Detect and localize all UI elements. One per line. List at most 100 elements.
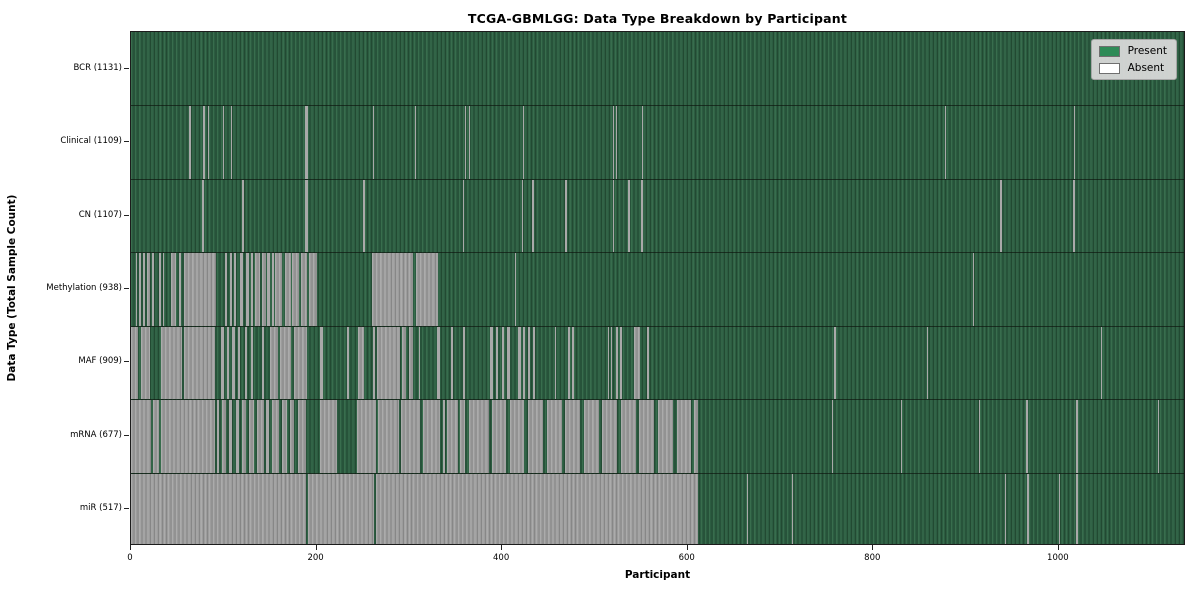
absent-stripe <box>267 253 271 326</box>
absent-stripe <box>979 400 981 473</box>
absent-stripe <box>240 253 244 326</box>
absent-stripe <box>242 400 247 473</box>
absent-stripe <box>409 326 414 400</box>
absent-stripe <box>203 106 205 179</box>
absent-stripe <box>146 253 151 326</box>
y-tick-label-Methylation: Methylation (938) <box>46 283 122 293</box>
absent-stripe <box>401 326 406 400</box>
absent-stripe <box>616 326 619 400</box>
x-tick-label: 1000 <box>1047 553 1069 563</box>
absent-stripe <box>221 326 224 400</box>
absent-stripe <box>280 326 291 400</box>
absent-stripe <box>375 473 698 544</box>
absent-stripe <box>658 400 673 473</box>
absent-stripe <box>298 400 307 473</box>
absent-stripe <box>235 400 239 473</box>
absent-stripe <box>791 473 793 544</box>
absent-stripe <box>602 400 618 473</box>
absent-stripe <box>972 253 974 326</box>
absent-stripe <box>641 179 644 253</box>
absent-stripe <box>282 400 287 473</box>
absent-stripe <box>358 326 364 400</box>
absent-stripe <box>224 253 228 326</box>
absent-stripe <box>183 253 217 326</box>
row-bar-Clinical <box>131 105 1184 179</box>
x-tick-mark <box>1057 545 1059 550</box>
absent-stripe <box>257 400 264 473</box>
row-bar-Methylation <box>131 252 1184 326</box>
legend-swatch-icon <box>1098 45 1120 57</box>
absent-stripe <box>292 253 299 326</box>
absent-stripe <box>460 400 466 473</box>
absent-stripe <box>232 326 235 400</box>
absent-stripe <box>285 253 291 326</box>
absent-stripe <box>676 400 692 473</box>
x-tick-label: 800 <box>864 553 881 563</box>
absent-stripe <box>437 326 440 400</box>
row-bar-MAF <box>131 325 1184 400</box>
absent-stripe <box>522 326 526 400</box>
row-bar-mRNA <box>131 399 1184 473</box>
absent-stripe <box>1100 326 1102 400</box>
absent-stripe <box>522 106 524 179</box>
absent-stripe <box>373 106 375 179</box>
absent-stripe <box>143 253 145 326</box>
absent-stripe <box>517 326 521 400</box>
x-tick-mark <box>501 545 503 550</box>
absent-stripe <box>153 400 159 473</box>
y-tick-mark <box>124 214 129 216</box>
absent-stripe <box>834 326 837 400</box>
absent-stripe <box>362 179 365 253</box>
absent-stripe <box>628 179 631 253</box>
absent-stripe <box>414 106 417 179</box>
absent-stripe <box>612 106 614 179</box>
absent-stripe <box>183 326 216 400</box>
absent-stripe <box>565 179 568 253</box>
absent-stripe <box>248 400 255 473</box>
absent-stripe <box>226 326 230 400</box>
absent-stripe <box>607 326 610 400</box>
absent-stripe <box>208 106 210 179</box>
absent-stripe <box>646 326 649 400</box>
absent-stripe <box>289 400 295 473</box>
x-tick-label: 0 <box>127 553 133 563</box>
absent-stripe <box>162 253 165 326</box>
absent-stripe <box>451 326 453 400</box>
absent-stripe <box>532 326 535 400</box>
absent-stripe <box>468 106 470 179</box>
absent-stripe <box>1072 179 1075 253</box>
absent-stripe <box>221 400 226 473</box>
absent-stripe <box>747 473 749 544</box>
absent-stripe <box>179 253 182 326</box>
absent-stripe <box>272 253 274 326</box>
absent-stripe <box>270 326 278 400</box>
absent-stripe <box>528 400 543 473</box>
absent-stripe <box>141 326 150 400</box>
absent-stripe <box>1158 400 1160 473</box>
row-bar-miR <box>131 472 1184 544</box>
absent-stripe <box>401 400 421 473</box>
absent-stripe <box>300 253 308 326</box>
y-tick-label-MAF: MAF (909) <box>78 356 122 367</box>
legend-swatch-icon <box>1098 62 1120 74</box>
absent-stripe <box>320 400 337 473</box>
absent-stripe <box>927 326 929 400</box>
y-tick-mark <box>124 67 129 69</box>
y-tick-mark <box>124 288 129 289</box>
absent-stripe <box>202 179 205 253</box>
absent-stripe <box>250 326 254 400</box>
absent-stripe <box>447 400 458 473</box>
x-tick-mark <box>872 545 874 550</box>
absent-stripe <box>468 400 490 473</box>
absent-stripe <box>1075 473 1079 544</box>
absent-stripe <box>555 326 557 400</box>
absent-stripe <box>309 253 317 326</box>
absent-stripe <box>266 400 270 473</box>
y-tick-label-mRNA: mRNA (677) <box>70 429 122 440</box>
absent-stripe <box>131 473 307 544</box>
absent-stripe <box>229 400 233 473</box>
absent-stripe <box>237 326 241 400</box>
absent-stripe <box>1075 400 1079 473</box>
absent-stripe <box>423 400 440 473</box>
x-tick-mark <box>130 545 131 550</box>
